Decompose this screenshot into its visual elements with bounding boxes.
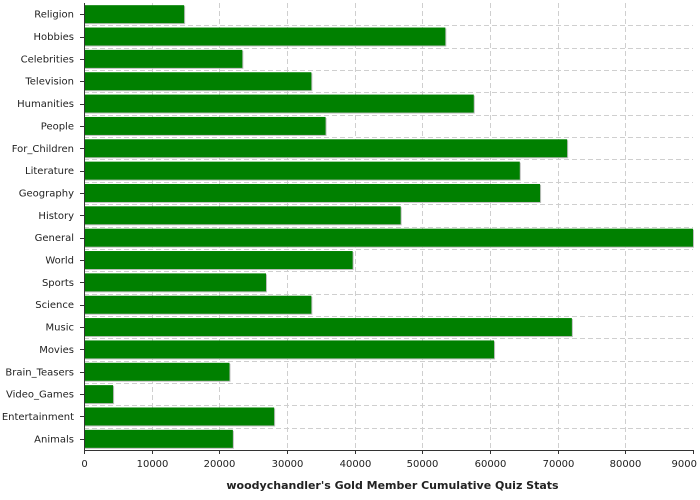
category-labels: Religion Hobbies Celebrities Television Huma… xyxy=(2,10,84,445)
x-tick-label: 60000 xyxy=(475,459,507,470)
category-label: Geography xyxy=(19,188,74,199)
bar-humanities xyxy=(84,94,474,113)
category-label: Celebrities xyxy=(21,54,74,65)
bar-religion xyxy=(84,5,185,24)
category-label: Brain_Teasers xyxy=(5,367,74,378)
bars xyxy=(84,5,694,449)
x-tick-label: 30000 xyxy=(272,459,304,470)
bar-brain-teasers xyxy=(84,362,230,381)
x-tick-label: 10000 xyxy=(137,459,169,470)
category-label: Animals xyxy=(34,434,74,445)
category-label: For_Children xyxy=(12,144,74,155)
bar-history xyxy=(84,206,401,225)
x-tick-label: 40000 xyxy=(340,459,372,470)
bar-people xyxy=(84,116,326,135)
bar-entertainment xyxy=(84,407,275,426)
category-label: World xyxy=(45,256,74,267)
bar-for-children xyxy=(84,139,568,158)
bar-music xyxy=(84,318,572,337)
category-label: Television xyxy=(24,77,74,88)
category-label: Hobbies xyxy=(34,32,74,43)
category-label: History xyxy=(38,211,74,222)
category-label: People xyxy=(41,121,74,132)
x-tick-label: 20000 xyxy=(204,459,236,470)
x-tick-label: 9000 xyxy=(672,459,697,470)
bar-animals xyxy=(84,429,233,448)
bar-celebrities xyxy=(84,49,243,68)
category-label: Science xyxy=(35,300,74,311)
category-label: Entertainment xyxy=(2,412,74,423)
bar-movies xyxy=(84,340,495,359)
category-label: Music xyxy=(46,323,74,334)
bar-science xyxy=(84,295,312,314)
bar-literature xyxy=(84,161,520,180)
bar-television xyxy=(84,72,312,91)
category-label: Religion xyxy=(34,10,74,21)
category-label: General xyxy=(35,233,74,244)
bar-video-games xyxy=(84,385,114,404)
bar-sports xyxy=(84,273,267,292)
bar-hobbies xyxy=(84,27,446,46)
x-tick-label: 0 xyxy=(81,459,87,470)
x-tick-label: 70000 xyxy=(543,459,575,470)
x-axis-title: woodychandler's Gold Member Cumulative Q… xyxy=(226,479,559,492)
x-tick-label: 50000 xyxy=(407,459,439,470)
x-tick-label: 80000 xyxy=(610,459,642,470)
category-label: Video_Games xyxy=(6,390,74,401)
bar-geography xyxy=(84,183,541,202)
bar-world xyxy=(84,251,353,270)
grid-lines xyxy=(84,3,693,450)
category-label: Literature xyxy=(25,166,74,177)
bar-general xyxy=(84,228,693,247)
category-label: Sports xyxy=(42,278,74,289)
category-label: Humanities xyxy=(17,99,74,110)
category-label: Movies xyxy=(39,345,74,356)
axes xyxy=(84,3,693,451)
x-tick-labels: 0 10000 20000 30000 40000 50000 60000 70000 8000… xyxy=(81,450,697,470)
